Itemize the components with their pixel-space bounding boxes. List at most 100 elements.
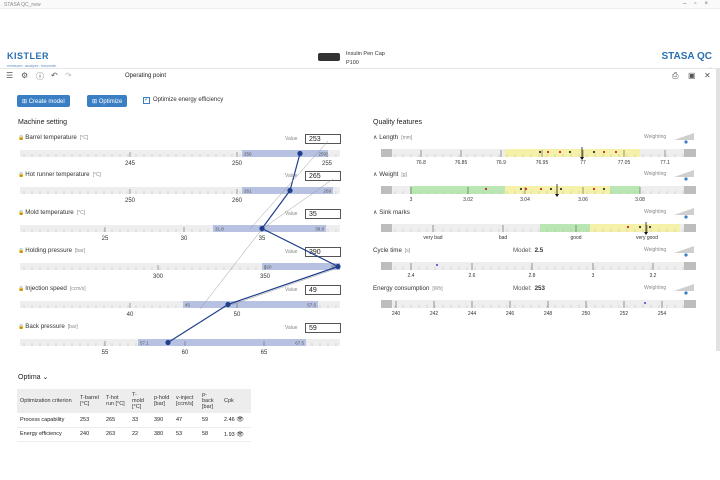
eye-icon[interactable]: 👁	[235, 432, 244, 438]
tick-label: 300	[153, 274, 164, 280]
optima-title[interactable]: Optima ⌄	[18, 373, 48, 381]
tick-label: 2.6	[469, 273, 476, 279]
weighting-wedge[interactable]	[674, 284, 694, 291]
sample-point	[539, 151, 541, 153]
track-right-end	[684, 224, 696, 232]
feature-track[interactable]	[381, 300, 696, 308]
operating-point-line	[228, 267, 338, 305]
range-min-label: 45	[185, 303, 191, 308]
allowed-range-band[interactable]	[213, 225, 326, 232]
sample-point	[649, 226, 651, 228]
optima-cell: 47	[173, 413, 199, 427]
operating-point-marker[interactable]	[165, 340, 170, 345]
tick-label: 50	[234, 312, 241, 318]
operating-point-marker[interactable]	[287, 188, 292, 193]
sample-point	[627, 226, 629, 228]
sample-point	[540, 188, 542, 190]
tick-label: 245	[125, 161, 136, 167]
tick-label: 76.8	[416, 160, 426, 166]
optima-row[interactable]: Process capability 253 265 33 390 47 59 2.46 👁	[17, 413, 251, 427]
tick-label: 30	[181, 236, 188, 242]
track-left-end	[381, 224, 392, 232]
chevron-down-icon: ⌄	[43, 374, 49, 381]
range-max-label: 269	[323, 189, 331, 194]
weighting-wedge[interactable]	[674, 246, 694, 253]
range-max-label: 67.5	[295, 341, 304, 346]
tick-label: very good	[636, 235, 658, 241]
sample-point	[560, 188, 562, 190]
sample-point	[593, 188, 595, 190]
tick-label: 252	[620, 311, 629, 317]
optima-value: 47	[176, 417, 182, 423]
optima-value: 240	[80, 431, 89, 437]
weighting-wedge[interactable]	[674, 208, 694, 215]
operating-point-marker[interactable]	[335, 264, 340, 269]
optima-table: Optimization criterion T-barrel [°C] T-hot…	[17, 389, 251, 442]
weighting-slider-handle[interactable]	[684, 177, 687, 180]
optima-cell: 240	[77, 427, 103, 441]
optima-cell: 263	[103, 427, 129, 441]
tick-label: 250	[232, 161, 243, 167]
weighting-slider-handle[interactable]	[684, 140, 687, 143]
feature-track[interactable]	[381, 262, 696, 270]
track-left-end	[381, 186, 392, 194]
optima-cell: 2.46 👁	[221, 413, 251, 427]
optima-value: 263	[106, 431, 115, 437]
allowed-range-band[interactable]	[138, 339, 306, 346]
tick-label: 76.85	[455, 160, 468, 166]
weighting-slider-handle[interactable]	[684, 291, 687, 294]
eye-icon[interactable]: 👁	[235, 417, 244, 423]
optima-value: 253	[80, 417, 89, 423]
operating-point-line	[290, 154, 300, 191]
tick-label: 77.1	[660, 160, 670, 166]
tick-label: 246	[506, 311, 515, 317]
tick-label: 242	[430, 311, 439, 317]
tick-label: 244	[468, 311, 477, 317]
optima-body: Process capability 253 265 33 390 47 59 2.46 👁 E…	[17, 413, 251, 441]
optima-cell: 22	[129, 427, 151, 441]
tick-label: 65	[261, 350, 268, 356]
optima-cell: 33	[129, 413, 151, 427]
optima-row[interactable]: Energy efficiency 240 263 22 380 53 58 1.93 👁	[17, 427, 251, 441]
tick-label: 3.2	[650, 273, 657, 279]
weighting-slider-handle[interactable]	[684, 215, 687, 218]
weighting-wedge[interactable]	[674, 133, 694, 140]
weighting-slider-handle[interactable]	[684, 253, 687, 256]
tick-label: 40	[127, 312, 134, 318]
sample-point	[603, 188, 605, 190]
range-min-label: 250	[244, 152, 252, 157]
optima-header-cell: Cpk	[221, 389, 251, 413]
tick-label: 2.8	[529, 273, 536, 279]
sample-point	[569, 151, 571, 153]
track-right-end	[684, 149, 696, 157]
sample-point	[603, 151, 605, 153]
weighting-wedge[interactable]	[674, 170, 694, 177]
tick-label: 3.02	[463, 197, 473, 203]
operating-point-marker[interactable]	[225, 302, 230, 307]
allowed-range-band[interactable]	[242, 150, 328, 157]
range-max-label: 57.5	[307, 303, 316, 308]
tick-label: 3.04	[520, 197, 530, 203]
operating-point-marker[interactable]	[259, 226, 264, 231]
tick-label: 77.05	[618, 160, 631, 166]
optima-header-cell: p-hold [bar]	[151, 389, 173, 413]
optima-label: Optima	[18, 374, 41, 381]
range-max-label: 38.8	[315, 227, 324, 232]
optima-value: 53	[176, 431, 182, 437]
optima-value: 1.93	[224, 432, 235, 438]
operating-point-marker[interactable]	[297, 151, 302, 156]
optima-criterion: Energy efficiency	[17, 427, 77, 441]
allowed-range-band[interactable]	[262, 263, 340, 270]
sample-point	[520, 188, 522, 190]
optima-header-cell: Optimization criterion	[17, 389, 77, 413]
alternate-point-line	[262, 179, 333, 229]
optima-cell: 58	[199, 427, 221, 441]
sample-point	[615, 151, 617, 153]
track-left-end	[381, 300, 392, 308]
tick-label: 260	[232, 198, 243, 204]
optima-header-cell: v-inject [ccm/s]	[173, 389, 199, 413]
optima-cell: 59	[199, 413, 221, 427]
operating-point-line	[168, 305, 228, 343]
sample-point	[550, 188, 552, 190]
